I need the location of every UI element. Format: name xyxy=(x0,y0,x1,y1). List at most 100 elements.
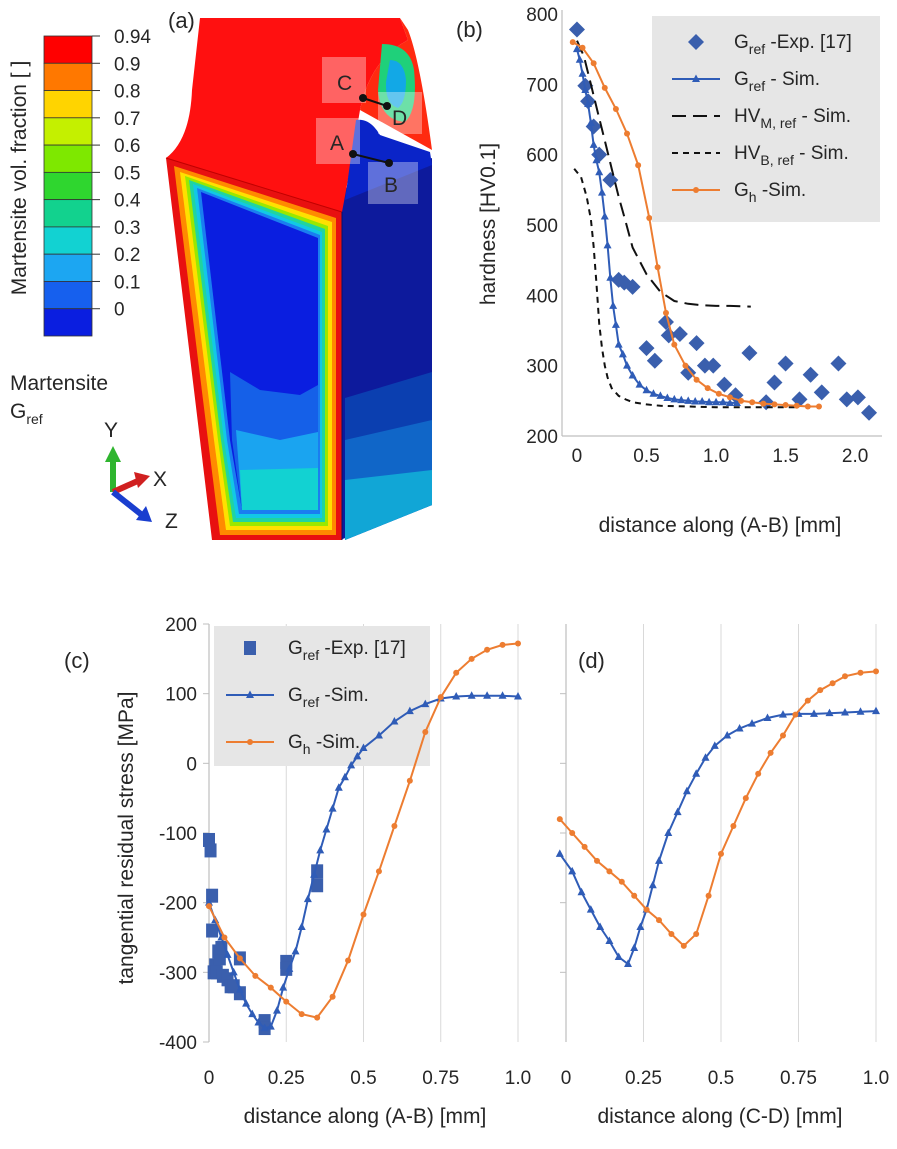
colorbar: 0.94 0.9 0.8 0.7 0.6 0.5 0.4 0.3 0.2 0.1 0 xyxy=(43,27,151,337)
panel-b-legend: Gref -Exp. [17]Gref - Sim.HVM, ref - Sim… xyxy=(672,32,852,205)
colorbar-swatch xyxy=(43,117,93,146)
colorbar-swatch xyxy=(43,171,93,201)
legend-label-sub: ref xyxy=(749,41,765,57)
x-tick-label: 0.75 xyxy=(780,1068,817,1089)
colorbar-swatch xyxy=(43,35,93,64)
data-point xyxy=(586,118,595,127)
data-point xyxy=(682,786,691,795)
data-point xyxy=(705,397,714,406)
data-point xyxy=(578,69,587,77)
data-point xyxy=(755,770,762,777)
data-point xyxy=(600,212,609,220)
panel-b-y-axis-title: hardness [HV0.1] xyxy=(477,143,500,305)
data-point xyxy=(581,85,590,93)
legend-swatch xyxy=(246,690,254,698)
colorbar-swatch xyxy=(43,226,93,255)
data-point xyxy=(698,397,707,405)
data-point xyxy=(514,691,522,700)
colorbar-swatch xyxy=(43,281,93,310)
data-point xyxy=(206,923,219,938)
data-point xyxy=(298,1011,305,1018)
legend-swatch xyxy=(688,34,704,50)
data-point xyxy=(842,673,848,680)
colorbar-tick-label: 0.8 xyxy=(114,82,140,103)
x-tick-label: 0 xyxy=(561,1068,572,1089)
legend-label-base: HV xyxy=(734,143,761,164)
legend-label-rest: - Sim. xyxy=(765,69,820,90)
data-point xyxy=(872,706,880,715)
point-markers: C D A B xyxy=(316,57,422,204)
legend-label-base: G xyxy=(288,638,303,659)
colorbar-tick-label: 0.4 xyxy=(114,191,141,212)
x-tick-label: 0.75 xyxy=(422,1068,459,1089)
legend-label-rest: - Sim. xyxy=(794,143,849,164)
axes-triad-icon: Y X Z xyxy=(104,419,178,533)
data-point xyxy=(829,680,836,687)
data-point xyxy=(642,385,651,394)
point-b-label: B xyxy=(384,174,398,197)
data-point xyxy=(815,403,822,410)
panel-a: (a) 0.94 0.9 0.8 0.7 0.6 0.5 0.4 0.3 0.2 0.1 0 Mar… xyxy=(8,8,432,540)
colorbar-swatch xyxy=(43,90,93,119)
data-point xyxy=(590,60,597,67)
data-point xyxy=(631,892,638,899)
data-point xyxy=(374,730,383,739)
data-point xyxy=(353,751,362,760)
model-label-base: G xyxy=(10,400,26,423)
series-line xyxy=(558,710,877,966)
y-tick-label: 200 xyxy=(526,427,558,448)
y-tick-label: 400 xyxy=(526,286,558,307)
panel-b-x-axis-title: distance along (A-B) [mm] xyxy=(599,514,842,537)
data-point xyxy=(682,362,689,369)
x-tick-label: 0.25 xyxy=(625,1068,662,1089)
data-point xyxy=(340,772,349,781)
data-point xyxy=(723,730,732,739)
legend-label-sub: M, ref xyxy=(760,115,796,131)
data-point xyxy=(696,357,713,374)
data-point xyxy=(802,366,819,383)
data-point xyxy=(421,699,430,708)
data-point xyxy=(303,894,312,903)
data-point xyxy=(817,687,824,694)
data-point xyxy=(322,825,331,833)
y-tick-label: 100 xyxy=(165,685,197,706)
legend-label-rest: -Sim. xyxy=(311,732,361,753)
series-line xyxy=(576,48,737,404)
data-point xyxy=(771,401,778,408)
data-point xyxy=(693,376,700,383)
data-point xyxy=(748,719,756,727)
y-tick-label: 300 xyxy=(526,357,558,378)
data-point xyxy=(704,385,711,392)
panel-c-label: (c) xyxy=(64,648,90,673)
data-point xyxy=(586,905,595,913)
data-point xyxy=(693,931,700,938)
data-point xyxy=(468,655,475,662)
legend-label-base: G xyxy=(288,685,303,706)
data-point xyxy=(719,397,727,406)
x-tick-label: 1.5 xyxy=(772,446,798,467)
legend-label-base: HV xyxy=(734,106,761,127)
panel-a-label: (a) xyxy=(168,8,195,33)
data-point xyxy=(242,999,251,1007)
panel-c-series xyxy=(203,640,522,1036)
panel-b-y-ticks: 200 300 400 500 600 700 800 xyxy=(526,5,558,448)
legend-swatch xyxy=(692,74,700,82)
data-point xyxy=(767,749,774,756)
data-point xyxy=(467,691,476,699)
data-point xyxy=(311,878,324,893)
colorbar-title: Martensite vol. fraction [ ] xyxy=(8,61,31,296)
data-point xyxy=(705,357,722,374)
data-point xyxy=(611,320,620,328)
data-point xyxy=(738,397,745,404)
data-point xyxy=(628,371,637,379)
data-point xyxy=(360,911,367,918)
legend-label-rest: - Sim. xyxy=(796,106,851,127)
data-point xyxy=(272,1006,281,1014)
colorbar-swatch xyxy=(43,144,93,173)
panel-d-series xyxy=(555,668,880,967)
data-point xyxy=(804,403,811,410)
panel-c-x-axis-title: distance along (A-B) [mm] xyxy=(244,1105,487,1128)
data-point xyxy=(375,868,382,875)
legend-label-sub: h xyxy=(749,189,757,205)
data-point xyxy=(725,398,734,406)
